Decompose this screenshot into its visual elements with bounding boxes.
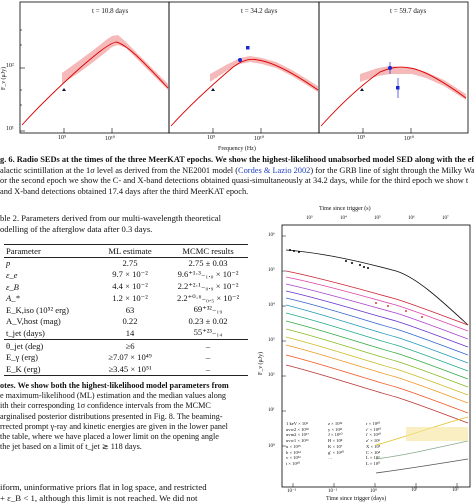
lc-plot-svg: [281, 224, 471, 488]
sed-xtick-3-b: 10¹⁰: [404, 136, 415, 142]
sed-panel-2-frame: [168, 1, 320, 134]
fig6-caption: g. 6. Radio SEDs at the times of the thr…: [0, 155, 474, 197]
legend-row: 1 keV × 10³ z × 10¹² r × 10¹⁰: [286, 421, 381, 426]
sed-panel-3-label: t = 59.7 days: [390, 7, 427, 15]
legend-row: i × 10¹⁰ L × 10⁰: [286, 460, 380, 466]
lc-ylabel: F_ν (μJy): [258, 351, 264, 375]
lc-ytick-6: 10¹: [268, 408, 275, 413]
cordes-lazio-citation-link[interactable]: Cordes & Lazio 2002: [238, 165, 311, 175]
notes-line-1: otes. We show both the highest-likelihoo…: [0, 381, 229, 390]
sed-panel-1-limit: [62, 88, 66, 91]
notes-line-3: ith their corresponding 1σ confidence in…: [0, 401, 211, 411]
table-row: E_K,iso (10⁵² erg) 63 69⁺³²₋₁₉: [6, 304, 223, 315]
lc-xtick-4: 10¹: [411, 488, 418, 493]
lc-plot-frame: [281, 224, 471, 488]
sed-panels-svg: [19, 1, 469, 134]
table-row: A_V,host (mag) 0.22 0.23 ± 0.02: [6, 316, 228, 327]
table-row: E_γ (erg) ≥7.07 × 10⁴⁹ –: [6, 352, 211, 363]
sed-panel-2-label: t = 34.2 days: [241, 7, 278, 15]
sed-panel-3-limit: [360, 88, 364, 91]
lightcurve-figure: Time since trigger (s) 10³ 10⁴ 10⁵ 10⁶ 1…: [256, 205, 474, 504]
table2-lower-panel: θ_jet (deg) ≥6– E_γ (erg) ≥7.07 × 10⁴⁹ – E_…: [4, 340, 248, 375]
lc-ytick-5: 10²: [268, 373, 275, 378]
notes-line-2: e maximum-likelihood (ML) estimation and…: [0, 391, 227, 401]
lc-ytick-2: 10⁵: [268, 268, 275, 273]
sed-panel-2-limit: [211, 88, 215, 91]
lc-xlabel: Time since trigger (days): [326, 496, 387, 502]
table-row: A_* 1.2 × 10⁻² 2.2⁺⁰·⁶₋₀.₅ × 10⁻²: [6, 292, 240, 304]
sed-ytick-10: 10¹: [6, 126, 14, 132]
lc-top-tick-2: 10⁴: [340, 216, 347, 221]
lc-xtick-1: 10⁻²: [287, 489, 297, 494]
legend-row: uvw1 × 10¹⁶ H × 10⁸ z′ × 10⁶: [286, 438, 381, 444]
sed-ytick-100: 10²: [6, 63, 14, 69]
table2-caption: ble 2. Parameters derived from our multi…: [0, 213, 221, 235]
lc-xtick-2: 10⁻¹: [328, 489, 338, 494]
table2-body: p 2.75 2.75 ± 0.03 ε_e 9.7 × 10⁻² 9.6⁺¹·³₋₁.…: [4, 258, 248, 339]
lc-ytick-1: 10⁶: [268, 233, 275, 238]
legend-row: b × 10¹⁴ g′ × 10¹⁰ C × 10⁴: [286, 449, 381, 455]
table2: Parameter ML estimate MCMC results p 2.75…: [4, 244, 248, 376]
header-ml: ML estimate: [108, 245, 152, 256]
table-row: θ_jet (deg) ≥6–: [6, 340, 211, 351]
sed-xtick-2-a: 10⁹: [207, 135, 216, 141]
notes-line-7: the jet based on a limit of t_jet ≳ 118 …: [0, 442, 142, 452]
lc-top-tick-3: 10⁵: [374, 216, 381, 221]
legend-row: uvm2 × 10¹⁷ J × 10¹⁰ i′ × 10¹⁰: [286, 432, 381, 438]
header-mcmc: MCMC results: [182, 245, 234, 256]
lc-top-tick-1: 10³: [306, 216, 313, 221]
legend-row: u × 10¹⁵ K × 10⁷ X × 10⁵: [286, 443, 381, 449]
table-row: ε_e 9.7 × 10⁻² 9.6⁺¹·³₋₁.₀ × 10⁻²: [6, 269, 239, 280]
fig6-caption-line-4: and X-band detections obtained 17.4 days…: [0, 186, 249, 196]
table2-caption-line-2: odelling of the afterglow data after 0.3…: [0, 224, 153, 234]
table2-notes: otes. We show both the highest-likelihoo…: [0, 381, 229, 452]
table2-grid: Parameter ML estimate MCMC results: [4, 245, 248, 257]
lc-top-axis-label: Time since trigger (s): [319, 206, 371, 212]
notes-line-4: arginalised posterior distributions pres…: [0, 411, 223, 421]
table-row: p 2.75 2.75 ± 0.03: [6, 258, 228, 269]
lc-xtick-5: 10²: [452, 488, 459, 493]
lc-ytick-3: 10⁴: [268, 303, 275, 308]
notes-line-5: rrected prompt γ-ray and kinetic energie…: [0, 421, 228, 431]
body-line-2: + ε_B < 1, although this limit is not re…: [0, 493, 198, 503]
table-row: t_jet (days) 14 55⁺²³₋₁₄: [6, 327, 223, 338]
lc-ytick-7: 10⁰: [268, 444, 276, 449]
fig6-caption-line-3: or the second epoch we show the C- and X…: [0, 176, 469, 186]
sed-xtick-3-a: 10⁹: [357, 135, 366, 141]
sed-xlabel: Frequency (Hz): [218, 146, 256, 152]
sed-panel-2-model-line: [170, 58, 319, 127]
legend-row: uvw2 × 10¹⁸ y × 10¹¹ r′ × 10¹⁰: [286, 426, 382, 432]
sed-xtick-1-b: 10¹⁰: [105, 136, 116, 142]
sed-panel-1-model-line: [21, 41, 169, 126]
table2-caption-line-1: ble 2. Parameters derived from our multi…: [0, 213, 221, 223]
sed-panel-3-frame: [318, 1, 469, 134]
header-parameter: Parameter: [6, 245, 41, 256]
sed-xtick-2-b: 10¹⁰: [254, 136, 265, 142]
sed-panel-2-band: [210, 56, 318, 92]
sed-figure: t = 10.8 days t = 34.2 days t = 59.7 day…: [0, 0, 474, 158]
body-text: iform, uninformative priors flat in log …: [0, 482, 207, 504]
sed-ylabel: F_ν (μJy): [1, 66, 7, 90]
lc-xtick-3: 10⁰: [370, 489, 378, 494]
sed-panel-2-point-c: [238, 58, 242, 62]
lc-top-tick-5: 10⁷: [442, 216, 449, 221]
table-row: ε_B 4.4 × 10⁻² 2.2⁺²·¹₋₀.₉ × 10⁻²: [6, 281, 239, 292]
lc-ytick-4: 10³: [268, 338, 275, 343]
table2-header-row: Parameter ML estimate MCMC results: [4, 245, 248, 257]
body-line-1: iform, uninformative priors flat in log …: [0, 482, 207, 492]
fig6-caption-line-1: g. 6. Radio SEDs at the times of the thr…: [0, 155, 474, 164]
sed-panel-1-label: t = 10.8 days: [92, 7, 129, 15]
lc-legend: 1 keV × 10³ z × 10¹² r × 10¹⁰ uvw2 × 10¹⁸ y…: [286, 421, 406, 467]
sed-panel-2-point-x: [246, 46, 250, 50]
fig6-caption-line-2: alactic scintillation at the 1σ level as…: [0, 165, 474, 175]
sed-panel-1-band: [62, 35, 168, 90]
table-row: E_K (erg) ≥3.45 × 10⁵¹ –: [6, 363, 211, 374]
sed-panel-3-band: [360, 66, 466, 100]
notes-line-6: the table, where we have placed a lower …: [0, 432, 219, 442]
lc-top-tick-4: 10⁶: [408, 216, 415, 221]
sed-xtick-1-a: 10⁹: [58, 135, 67, 141]
sed-panel-3-model-line: [320, 66, 467, 127]
legend-row: v × 10¹³… L × 10³: [286, 455, 380, 461]
